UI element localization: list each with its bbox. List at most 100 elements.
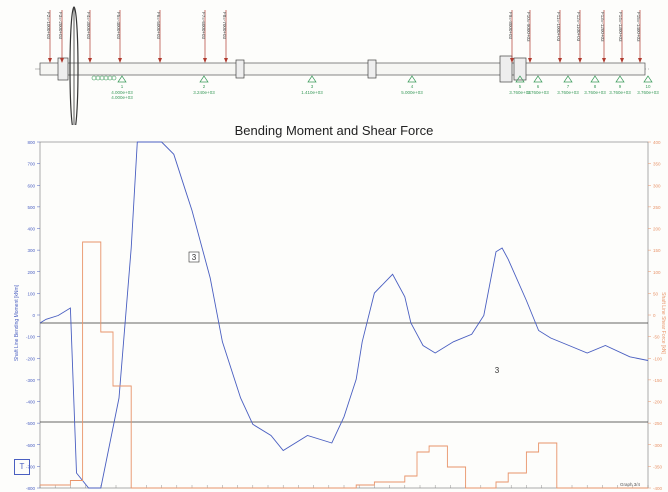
left-tick-label: 500 — [27, 205, 35, 210]
load-label: F6=-5000+03 — [156, 12, 161, 40]
load-arrow-head — [60, 58, 64, 63]
load-arrow-head — [638, 58, 642, 63]
chart-title: Bending Moment and Shear Force — [234, 123, 434, 138]
left-tick-label: -300 — [26, 378, 36, 383]
support-value: 3.240e+03 — [193, 90, 215, 95]
load-label: F4=-3000+03 — [86, 12, 91, 40]
axis-toggle-icon[interactable]: T — [14, 459, 30, 475]
series-group — [39, 141, 649, 489]
support-number: 7 — [567, 84, 570, 89]
support-number: 1 — [121, 84, 124, 89]
load-label: F14=-1300+03 — [618, 12, 623, 42]
left-tick-label: -400 — [26, 400, 36, 405]
support-value: 3.760e+03 — [609, 90, 631, 95]
load-arrow-head — [88, 58, 92, 63]
annotation-2: 3 — [495, 366, 500, 375]
shaft-flange-2 — [235, 59, 245, 79]
left-axis-label: Shaft Line Bending Moment [kNm] — [14, 284, 20, 361]
load-arrow-head — [203, 58, 207, 63]
support-number: 5 — [519, 84, 522, 89]
axis-toggle-label: T — [19, 462, 25, 471]
support-value: 1.410e+03 — [301, 90, 323, 95]
plot-area — [39, 141, 649, 489]
supports: 14.000e+034.000e+0323.240e+0331.410e+034… — [111, 75, 659, 100]
load-label: F15=-1400+03 — [636, 12, 641, 42]
annotation-1: 3 — [192, 253, 197, 262]
left-tick-label: 200 — [27, 270, 35, 275]
load-label: F12=-1100+03 — [576, 12, 581, 42]
load-label: F8=-7000+03 — [222, 12, 227, 40]
right-tick-label: 400 — [653, 140, 661, 145]
left-tick-label: 100 — [27, 291, 35, 296]
left-tick-label: -700 — [26, 464, 36, 469]
annotation-box-1 — [188, 251, 200, 263]
shaft-flange-1 — [57, 57, 69, 81]
support-triangle — [117, 75, 127, 83]
left-tick-label: -100 — [26, 335, 36, 340]
support-number: 3 — [311, 84, 314, 89]
bearing-coil — [91, 75, 117, 81]
load-arrow-head — [224, 58, 228, 63]
right-tick-label: 300 — [653, 183, 661, 188]
support-number: 2 — [203, 84, 206, 89]
support-triangle — [643, 75, 653, 83]
shaft-flange-4 — [499, 55, 513, 83]
footer-label: Graph 3/4 — [620, 482, 641, 487]
right-axis: 400 350 300 250 200 150 100 50 0 -50 -100 -150 -200 -… — [648, 140, 663, 491]
left-tick-label: 600 — [27, 183, 35, 188]
load-label: F11=-1000+03 — [556, 12, 561, 42]
chart-plot: 8007006005004003002001000-100-200-300-40… — [14, 140, 666, 491]
support-triangle — [307, 75, 317, 83]
left-axis: 800 700 600 500 400 300 200 100 0 -100 -200 -300 -40… — [26, 140, 40, 491]
shaft-diagram: F2=-1000+03 F3=-2000+03 F4=-3000+03 F5=-400… — [35, 6, 659, 125]
propeller-blade — [69, 6, 79, 125]
left-tick-label: 700 — [27, 162, 35, 167]
right-tick-label: -100 — [653, 356, 663, 361]
support-triangle — [615, 75, 625, 83]
support-triangle — [199, 75, 209, 83]
support-number: 6 — [537, 84, 540, 89]
left-tick-label: -800 — [26, 486, 36, 491]
load-label: F3=-2000+03 — [58, 12, 63, 40]
load-arrows: F2=-1000+03 F3=-2000+03 F4=-3000+03 F5=-400… — [46, 10, 642, 63]
support-number: 8 — [594, 84, 597, 89]
load-label: F2=-1000+03 — [46, 12, 51, 40]
right-tick-label: 150 — [653, 248, 661, 253]
series-line-shear-force — [40, 241, 648, 489]
left-tick-label: -600 — [26, 443, 36, 448]
shaft-flange-5 — [513, 57, 527, 81]
load-arrow-head — [620, 58, 624, 63]
support-triangle — [407, 75, 417, 83]
load-label: F10=-9000+03 — [526, 12, 531, 42]
support-number: 10 — [645, 84, 651, 89]
support-value: 3.760e+03 — [527, 90, 549, 95]
left-tick-label: 400 — [27, 227, 35, 232]
shaft-body — [39, 62, 646, 76]
support-triangle — [563, 75, 573, 83]
load-arrow-head — [578, 58, 582, 63]
right-tick-label: -150 — [653, 378, 663, 383]
load-arrow-head — [558, 58, 562, 63]
right-tick-label: -350 — [653, 464, 663, 469]
load-arrow-head — [158, 58, 162, 63]
series-line-bending-moment — [39, 141, 649, 489]
support-triangle — [533, 75, 543, 83]
support-value: 5.000e+03 — [401, 90, 423, 95]
support-value: 3.760e+03 — [509, 90, 531, 95]
left-tick-label: 0 — [32, 313, 35, 318]
support-triangle — [515, 75, 525, 83]
load-label: F13=-1200+03 — [600, 12, 605, 42]
right-tick-label: -300 — [653, 443, 663, 448]
load-arrow-head — [118, 58, 122, 63]
right-tick-label: -250 — [653, 421, 663, 426]
left-tick-label: 300 — [27, 248, 35, 253]
left-tick-label: -200 — [26, 356, 36, 361]
support-number: 9 — [619, 84, 622, 89]
shaft-flange-3 — [367, 59, 377, 79]
load-arrow-head — [48, 58, 52, 63]
load-arrow-head — [510, 58, 514, 63]
support-value: 3.760e+03 — [557, 90, 579, 95]
right-axis-label: Shaft Line Shear Force [kN] — [660, 292, 666, 354]
load-arrow-head — [528, 58, 532, 63]
